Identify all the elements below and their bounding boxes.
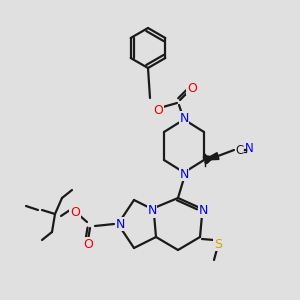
Text: S: S bbox=[214, 238, 222, 250]
Polygon shape bbox=[204, 153, 219, 160]
Text: N: N bbox=[147, 205, 157, 218]
Text: O: O bbox=[153, 103, 163, 116]
Text: N: N bbox=[179, 167, 189, 181]
Text: O: O bbox=[187, 82, 197, 94]
Text: N: N bbox=[244, 142, 253, 155]
Text: N: N bbox=[179, 112, 189, 124]
Text: N: N bbox=[115, 218, 125, 230]
Text: O: O bbox=[83, 238, 93, 250]
Text: O: O bbox=[70, 206, 80, 218]
Text: N: N bbox=[198, 205, 208, 218]
Text: C: C bbox=[236, 143, 244, 157]
